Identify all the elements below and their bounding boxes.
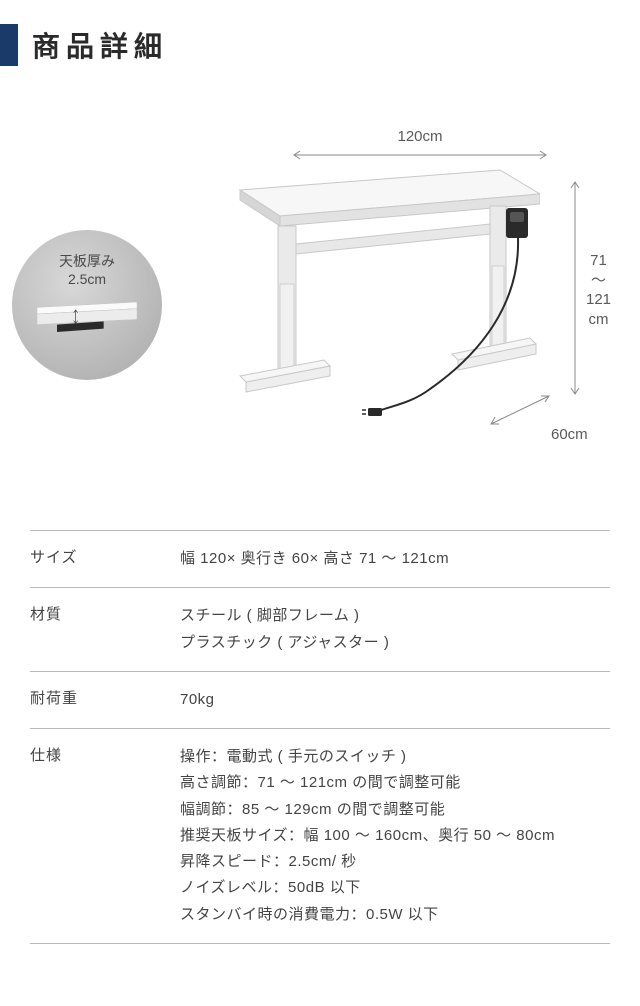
- dim-width-label: 120cm: [290, 128, 550, 145]
- spec-value: 幅 120× 奥行き 60× 高さ 71 〜 121cm: [180, 546, 610, 572]
- spec-value: 70kg: [180, 687, 610, 713]
- accent-bar: [0, 24, 18, 66]
- spec-table: サイズ幅 120× 奥行き 60× 高さ 71 〜 121cm材質スチール ( …: [30, 530, 610, 944]
- spec-row: 材質スチール ( 脚部フレーム )プラスチック ( アジャスター ): [30, 587, 610, 671]
- desk-illustration: [180, 154, 540, 424]
- dim-height-line: [570, 178, 580, 403]
- spec-label: 仕様: [30, 744, 180, 928]
- dim-height-label: 71 〜 121 cm: [586, 251, 611, 329]
- spec-label: 耐荷重: [30, 687, 180, 713]
- dim-depth-label: 60cm: [551, 426, 588, 443]
- spec-value-line: プラスチック ( アジャスター ): [180, 630, 610, 656]
- dim-height: 71 〜 121 cm: [570, 180, 630, 400]
- spec-value: スチール ( 脚部フレーム )プラスチック ( アジャスター ): [180, 603, 610, 656]
- spec-value-line: 幅 120× 奥行き 60× 高さ 71 〜 121cm: [180, 546, 610, 572]
- spec-value-line: ノイズレベル：50dB 以下: [180, 875, 610, 901]
- thickness-inset: 天板厚み 2.5cm: [12, 230, 162, 380]
- spec-value-line: スタンバイ時の消費電力：0.5W 以下: [180, 902, 610, 928]
- spec-value-line: スチール ( 脚部フレーム ): [180, 603, 610, 629]
- spec-row: サイズ幅 120× 奥行き 60× 高さ 71 〜 121cm: [30, 530, 610, 587]
- spec-value: 操作：電動式 ( 手元のスイッチ )高さ調節：71 〜 121cm の間で調整可…: [180, 744, 610, 928]
- spec-label: サイズ: [30, 546, 180, 572]
- inset-label-line2: 2.5cm: [68, 271, 106, 287]
- spec-label: 材質: [30, 603, 180, 656]
- spec-value-line: 操作：電動式 ( 手元のスイッチ ): [180, 744, 610, 770]
- spec-value-line: 推奨天板サイズ：幅 100 〜 160cm、奥行 50 〜 80cm: [180, 823, 610, 849]
- inset-edge-illustration: [12, 302, 162, 342]
- page-title: 商品詳細: [32, 25, 168, 65]
- spec-row: 仕様操作：電動式 ( 手元のスイッチ )高さ調節：71 〜 121cm の間で調…: [30, 728, 610, 944]
- spec-value-line: 70kg: [180, 687, 610, 713]
- spec-value-line: 昇降スピード：2.5cm/ 秒: [180, 849, 610, 875]
- spec-row: 耐荷重70kg: [30, 671, 610, 728]
- section-header: 商品詳細: [0, 0, 640, 80]
- inset-label-line1: 天板厚み: [59, 253, 115, 269]
- spec-value-line: 幅調節：85 〜 129cm の間で調整可能: [180, 797, 610, 823]
- spec-value-line: 高さ調節：71 〜 121cm の間で調整可能: [180, 770, 610, 796]
- dim-width: 120cm: [290, 128, 550, 157]
- inset-label: 天板厚み 2.5cm: [59, 252, 115, 288]
- product-diagram: 120cm 71 〜 121 cm 60cm: [0, 80, 640, 480]
